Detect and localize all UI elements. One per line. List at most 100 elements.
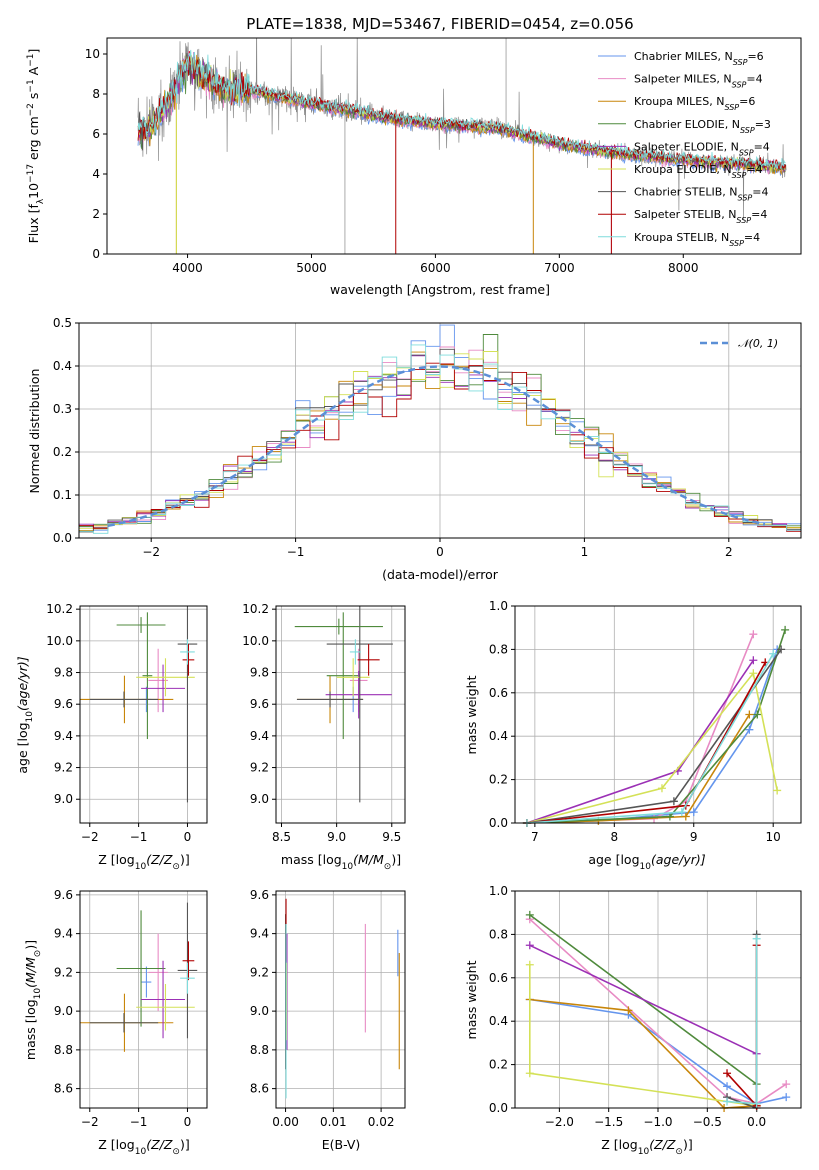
x-axis-label: Z [log10(Z/Z⊙)]: [98, 1137, 189, 1157]
weight-point-marker: [749, 656, 758, 665]
x-axis-label: wavelength [Angstrom, rest frame]: [330, 282, 550, 297]
y-tick-label: 10.2: [46, 602, 73, 616]
x-tick-label: 9.0: [327, 830, 346, 844]
x-tick-label: 9.5: [382, 830, 401, 844]
y-tick-label: 9.2: [250, 965, 269, 979]
y-tick-label: 10.0: [242, 634, 269, 648]
mass-vs-extinction-plot-area: 0.00 0.01 0.02 8.6 8.8 9.0 9.2 9.4 9.6: [250, 888, 406, 1129]
y-tick-label: 0.4: [53, 359, 72, 373]
x-tick-label: 5000: [296, 261, 327, 275]
x-tick-label: 8: [610, 830, 618, 844]
y-tick-label: 4: [92, 167, 100, 181]
y-tick-label: 0.6: [489, 686, 508, 700]
y-tick-label: 9.0: [250, 792, 269, 806]
weight-point-marker: [657, 784, 666, 793]
age-vs-metallicity-panel: −2 −1 0 9.0 9.2 9.4 9.6 9.8 10.0 10.2 Z [log10(Z/…: [15, 602, 208, 872]
x-tick-label: 1: [581, 545, 589, 559]
y-tick-label: 9.8: [250, 666, 269, 680]
y-tick-label: 9.0: [54, 792, 73, 806]
weight-vs-metallicity-plot-area: −2.0 −1.5 −1.0 −0.5 0.0 0.0 0.2 0.4 0.6 0.8 1.0: [489, 884, 802, 1129]
y-axis-label: Normed distribution: [27, 369, 42, 494]
axes-frame: [79, 605, 208, 824]
x-tick-label: 4000: [172, 261, 203, 275]
axes-frame: [78, 322, 802, 539]
y-tick-label: 10: [85, 47, 100, 61]
weight-point-marker: [669, 797, 678, 806]
x-tick-label: −1: [130, 1115, 148, 1129]
weight-point-marker: [677, 808, 686, 817]
x-tick-label: −2: [142, 545, 160, 559]
mass-vs-metallicity-plot-area: −2 −1 0 8.6 8.8 9.0 9.2 9.4 9.6: [54, 888, 208, 1129]
weight-point-marker: [525, 941, 534, 950]
axes-frame: [79, 890, 208, 1109]
axes-frame: [514, 890, 802, 1109]
legend-label: Chabrier ELODIE, NSSP=3: [634, 118, 771, 135]
weight-point-marker: [749, 669, 758, 678]
y-tick-label: 10.2: [242, 602, 269, 616]
y-axis-label: mass weight: [464, 960, 479, 1039]
residual-histogram-step: [79, 344, 801, 534]
y-tick-label: 10.0: [46, 634, 73, 648]
chart-title: PLATE=1838, MJD=53467, FIBERID=0454, z=0…: [246, 15, 633, 33]
residuals-plot-area: −2 −1 0 1 2 0.0 0.1 0.2 0.3 0.4 0.5 𝒩(0, 1): [53, 316, 802, 559]
weight-point-marker: [525, 960, 534, 969]
weight-point-marker: [745, 710, 754, 719]
x-axis-label: age [log10(age/yr)]: [588, 852, 705, 872]
weight-point-marker: [723, 1082, 732, 1091]
model-spectrum-line: [137, 49, 786, 170]
legend: Chabrier MILES, NSSP=6 Salpeter MILES, NS…: [598, 50, 771, 247]
legend-label: Salpeter ELODIE, NSSP=4: [634, 140, 770, 157]
legend-label: Salpeter STELIB, NSSP=4: [634, 208, 767, 225]
axes-frame: [514, 605, 802, 824]
residuals-panel: −2 −1 0 1 2 0.0 0.1 0.2 0.3 0.4 0.5 𝒩(0, 1) (data-m…: [27, 316, 802, 582]
x-tick-label: 0: [184, 1115, 192, 1129]
x-tick-label: −1: [287, 545, 305, 559]
weight-point-marker: [781, 625, 790, 634]
weight-point-marker: [525, 910, 534, 919]
x-tick-label: 0: [184, 830, 192, 844]
weight-point-marker: [681, 812, 690, 821]
x-tick-label: 0.00: [272, 1115, 299, 1129]
y-tick-label: 9.0: [54, 1004, 73, 1018]
y-tick-label: 0.4: [489, 729, 508, 743]
weight-point-marker: [753, 710, 762, 719]
y-tick-label: 8.8: [250, 1043, 269, 1057]
legend-label: Kroupa MILES, NSSP=6: [634, 95, 755, 112]
normal-distribution-curve: [107, 365, 766, 528]
x-tick-label: −1.5: [594, 1115, 623, 1129]
weight-point-marker: [665, 812, 674, 821]
y-tick-label: 6: [92, 127, 100, 141]
y-tick-label: 8.6: [250, 1082, 269, 1096]
y-axis-label: Flux [fλ10−17 erg cm−2 s−1 A−1]: [26, 49, 46, 244]
x-axis-label: (data-model)/error: [382, 567, 499, 582]
y-tick-label: 9.6: [250, 888, 269, 902]
x-tick-label: 7000: [544, 261, 575, 275]
weight-point-marker: [745, 725, 754, 734]
model-spectrum-line: [137, 50, 786, 170]
y-tick-label: 9.2: [250, 761, 269, 775]
y-tick-label: 9.2: [54, 761, 73, 775]
age-vs-mass-plot-area: 8.5 9.0 9.5 9.0 9.2 9.4 9.6 9.8 10.0 10.2: [242, 602, 406, 844]
weight-point-marker: [752, 934, 761, 943]
x-tick-label: 8.5: [272, 830, 291, 844]
y-tick-label: 1.0: [489, 884, 508, 898]
x-axis-label: Z [log10(Z/Z⊙)]: [601, 1137, 692, 1157]
weight-point-marker: [752, 1099, 761, 1108]
y-tick-label: 9.6: [54, 888, 73, 902]
y-tick-label: 9.4: [250, 927, 269, 941]
weight-point-marker: [749, 630, 758, 639]
legend-label: 𝒩(0, 1): [738, 337, 778, 350]
weight-vs-age-plot-area: 7 8 9 10 0.0 0.2 0.4 0.6 0.8 1.0: [489, 599, 802, 844]
y-tick-label: 9.6: [54, 697, 73, 711]
x-tick-label: −2: [81, 1115, 99, 1129]
x-tick-label: 8000: [668, 261, 699, 275]
weight-series-line: [526, 629, 786, 824]
y-tick-label: 8: [92, 87, 100, 101]
x-tick-label: 2: [725, 545, 733, 559]
axes-frame: [106, 37, 802, 255]
y-tick-label: 9.4: [250, 729, 269, 743]
y-tick-label: 9.2: [54, 965, 73, 979]
y-tick-label: 9.8: [54, 666, 73, 680]
y-tick-label: 0.0: [53, 531, 72, 545]
y-tick-label: 0.2: [53, 445, 72, 459]
